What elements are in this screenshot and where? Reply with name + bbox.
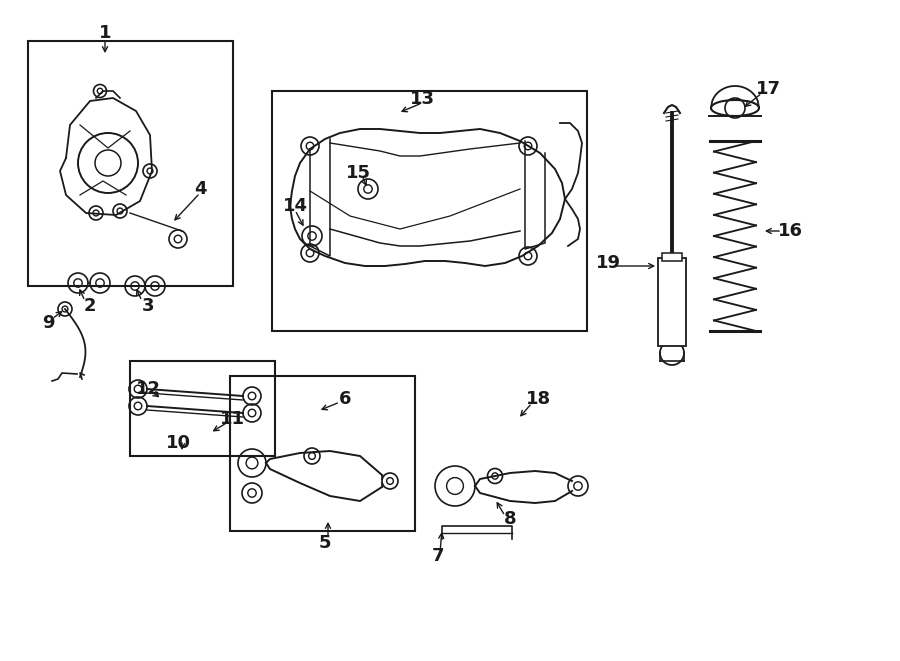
- Text: 18: 18: [526, 390, 551, 408]
- Text: 1: 1: [99, 24, 112, 42]
- Text: 16: 16: [778, 222, 803, 240]
- Text: 5: 5: [319, 534, 331, 552]
- Text: 12: 12: [136, 380, 160, 398]
- Text: 3: 3: [142, 297, 154, 315]
- Text: 17: 17: [755, 80, 780, 98]
- Text: 19: 19: [596, 254, 620, 272]
- Text: 6: 6: [338, 390, 351, 408]
- Bar: [28, 41, 233, 286]
- Text: 8: 8: [504, 510, 517, 528]
- Bar: [662, 253, 682, 261]
- Text: 4: 4: [194, 180, 206, 198]
- Bar: [230, 376, 415, 531]
- Text: 13: 13: [410, 90, 435, 108]
- Text: 2: 2: [84, 297, 96, 315]
- Bar: [658, 258, 686, 346]
- Text: 9: 9: [41, 314, 54, 332]
- Bar: [130, 361, 275, 456]
- Bar: [272, 91, 587, 331]
- Text: 15: 15: [346, 164, 371, 182]
- Text: 10: 10: [166, 434, 191, 452]
- Text: 11: 11: [220, 410, 245, 428]
- Text: 7: 7: [432, 547, 445, 565]
- Text: 14: 14: [283, 197, 308, 215]
